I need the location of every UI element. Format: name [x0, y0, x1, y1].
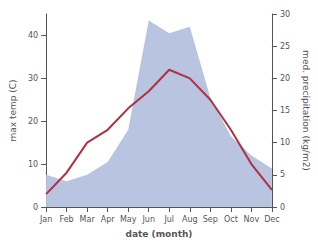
svg-text:Mar: Mar [80, 215, 96, 224]
svg-text:10: 10 [280, 138, 290, 147]
svg-text:0: 0 [280, 203, 285, 212]
svg-text:Jan: Jan [39, 215, 52, 224]
svg-text:30: 30 [28, 74, 38, 83]
svg-text:20: 20 [280, 74, 290, 83]
svg-text:max temp (C): max temp (C) [8, 79, 18, 141]
svg-text:40: 40 [28, 31, 38, 40]
svg-text:Jul: Jul [163, 215, 174, 224]
svg-text:Dec: Dec [264, 215, 279, 224]
svg-text:Nov: Nov [244, 215, 260, 224]
svg-text:med. precipitation (kg/m2): med. precipitation (kg/m2) [301, 50, 311, 171]
svg-text:Aug: Aug [182, 215, 198, 224]
svg-text:Apr: Apr [101, 215, 116, 224]
svg-text:Feb: Feb [60, 215, 74, 224]
svg-text:Jun: Jun [141, 215, 155, 224]
svg-text:Oct: Oct [224, 215, 238, 224]
svg-text:May: May [120, 215, 137, 224]
svg-text:5: 5 [280, 170, 285, 179]
svg-text:date (month): date (month) [126, 229, 193, 239]
svg-text:Sep: Sep [203, 215, 218, 224]
svg-text:20: 20 [28, 117, 38, 126]
svg-text:25: 25 [280, 42, 290, 51]
svg-text:10: 10 [28, 160, 38, 169]
svg-text:15: 15 [280, 106, 290, 115]
svg-text:0: 0 [33, 203, 38, 212]
svg-text:30: 30 [280, 10, 290, 19]
